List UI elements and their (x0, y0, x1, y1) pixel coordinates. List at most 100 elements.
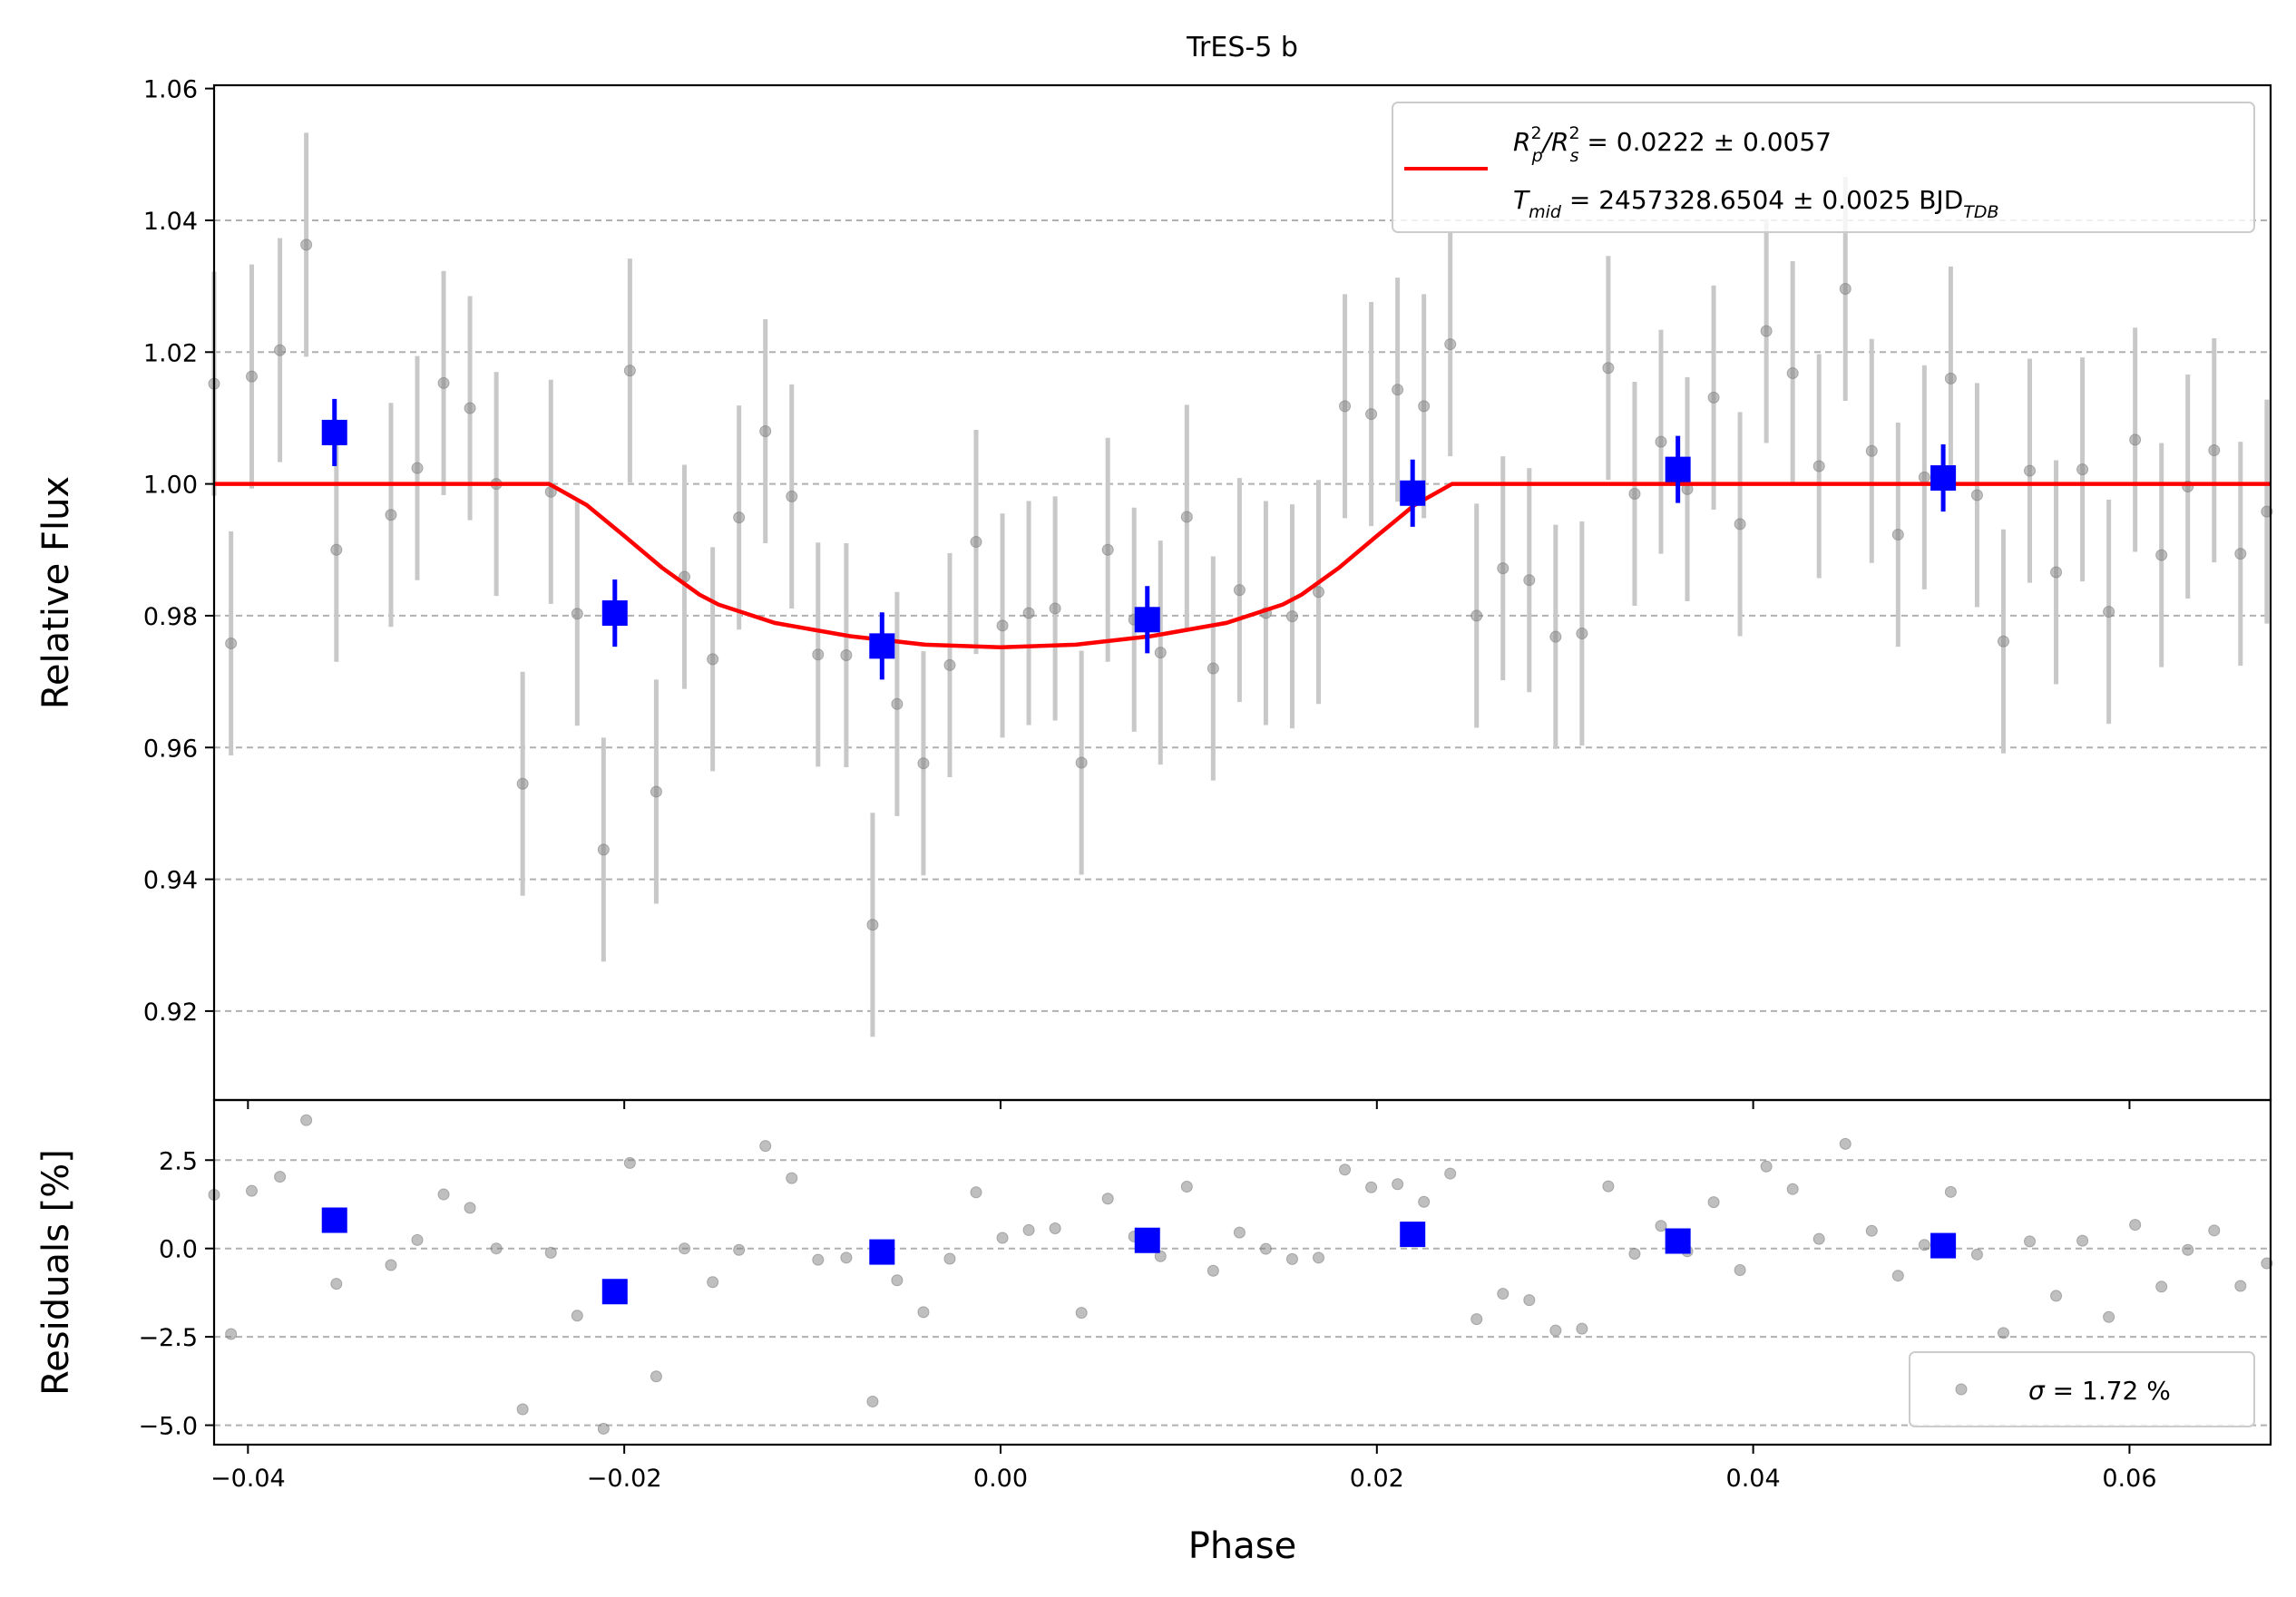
raw-data-point (917, 757, 930, 770)
raw-residual-point (2182, 1243, 2194, 1256)
legend-rp-symbol: R (1513, 127, 1530, 157)
binned-data-point (1665, 456, 1691, 482)
raw-residual-point (970, 1186, 982, 1199)
raw-residual-point (1180, 1180, 1193, 1193)
legend-tdb-sub: TDB (1963, 202, 1998, 222)
raw-data-point (1891, 529, 1904, 541)
raw-residual-point (2234, 1280, 2247, 1292)
raw-residual-point (2050, 1290, 2063, 1302)
legend-tmid-entry: Tmid = 2457328.6504 ± 0.0025 BJDTDB (1513, 185, 1999, 222)
raw-residual-point (464, 1202, 476, 1214)
raw-residual-point (733, 1243, 746, 1256)
legend-sigma-value: = 1.72 % (2045, 1376, 2171, 1406)
legend-rs-symbol: /R (1540, 127, 1569, 157)
raw-residual-point (812, 1253, 825, 1266)
raw-residual-point (1233, 1226, 1246, 1239)
raw-residual-point (385, 1259, 397, 1271)
raw-residual-point (1497, 1288, 1509, 1300)
raw-residual-point (1997, 1327, 2009, 1339)
legend-residual-marker (1955, 1383, 1968, 1396)
raw-residual-point (1734, 1263, 1746, 1276)
residuals-frame (212, 1098, 2272, 1446)
binned-data-point (1930, 465, 1957, 492)
raw-residual-point (2155, 1281, 2168, 1293)
raw-residual-point (330, 1278, 343, 1290)
raw-data-point (1655, 435, 1667, 448)
raw-data-point (759, 424, 772, 437)
raw-residual-point (707, 1276, 719, 1289)
light-curve-y-tick-label: 1.06 (143, 76, 198, 104)
residuals-y-ticks: −5.0 −2.5 0.0 2.5 (138, 1147, 214, 1441)
raw-residual-point (1444, 1167, 1457, 1180)
raw-data-point (1812, 460, 1825, 472)
light-curve-x-ticks (247, 1100, 2131, 1109)
raw-residual-point (245, 1184, 258, 1197)
raw-residual-point (786, 1172, 798, 1184)
raw-data-point (650, 785, 662, 798)
raw-residual-point (1285, 1252, 1298, 1265)
x-tick-label: −0.04 (210, 1465, 286, 1493)
raw-residual-point (1760, 1160, 1773, 1173)
binned-residual-point (1400, 1222, 1426, 1248)
raw-data-point (1602, 362, 1615, 375)
residuals-y-tick-label: 0.0 (159, 1236, 198, 1264)
raw-residual-point (2208, 1224, 2221, 1237)
chart-title: TrES-5 b (1186, 32, 1298, 63)
x-tick-label: 0.04 (1726, 1465, 1781, 1493)
residuals-raw-points (208, 1114, 2273, 1435)
raw-residual-point (411, 1233, 424, 1246)
x-tick-label: 0.00 (973, 1465, 1028, 1493)
legend-rp-sup: 2 (1530, 123, 1541, 143)
raw-residual-point (1075, 1307, 1088, 1319)
binned-data-point (869, 633, 895, 659)
raw-data-point (733, 511, 746, 524)
raw-residual-point (516, 1403, 529, 1416)
raw-data-point (943, 658, 956, 671)
raw-data-point (996, 619, 1009, 632)
light-curve-panel: 0.92 0.94 0.96 0.98 1.00 1.02 1.04 1.06 TrES-5 … (35, 32, 2273, 1109)
raw-data-point (1760, 325, 1773, 337)
raw-data-point (1313, 586, 1325, 599)
binned-data-point (601, 600, 628, 627)
raw-residual-point (274, 1171, 287, 1183)
raw-residual-point (866, 1395, 879, 1407)
residuals-binned-points (321, 1207, 1957, 1305)
raw-residual-point (1339, 1164, 1352, 1176)
raw-residual-point (1918, 1239, 1930, 1251)
raw-residual-point (1154, 1250, 1167, 1262)
raw-residual-point (1313, 1251, 1325, 1264)
raw-residual-point (1602, 1180, 1615, 1193)
raw-data-point (840, 649, 853, 662)
legend-radius-ratio-entry: R2 p/R2 s = 0.0222 ± 0.0057 (1513, 123, 1832, 166)
raw-residual-point (1392, 1178, 1404, 1191)
raw-data-point (2076, 463, 2089, 476)
raw-data-point (812, 648, 825, 661)
raw-data-point (1049, 602, 1061, 615)
light-curve-binned-points (321, 398, 1957, 680)
raw-data-point (1339, 400, 1352, 413)
raw-residual-point (437, 1188, 450, 1201)
raw-residual-point (679, 1242, 691, 1255)
raw-data-point (1549, 630, 1562, 643)
transit-model-line (214, 482, 2271, 650)
raw-residual-point (1523, 1294, 1536, 1307)
raw-residual-point (1049, 1222, 1061, 1234)
raw-residual-point (1970, 1248, 1983, 1261)
raw-residual-point (1655, 1220, 1667, 1232)
residuals-legend: σ = 1.72 % (1909, 1351, 2255, 1427)
light-curve-y-axis-label: Relative Flux (35, 476, 77, 709)
raw-residual-point (891, 1274, 904, 1287)
raw-residual-point (759, 1140, 772, 1153)
raw-data-point (1970, 489, 1983, 501)
raw-data-point (707, 653, 719, 666)
raw-data-point (2155, 549, 2168, 561)
raw-data-point (245, 370, 258, 383)
raw-data-point (274, 344, 287, 356)
binned-data-point (1400, 480, 1426, 506)
raw-residual-point (1865, 1224, 1878, 1237)
raw-data-point (1865, 444, 1878, 457)
raw-data-point (1523, 574, 1536, 587)
light-curve-y-tick-label: 0.98 (143, 603, 198, 631)
raw-data-point (1707, 391, 1720, 404)
